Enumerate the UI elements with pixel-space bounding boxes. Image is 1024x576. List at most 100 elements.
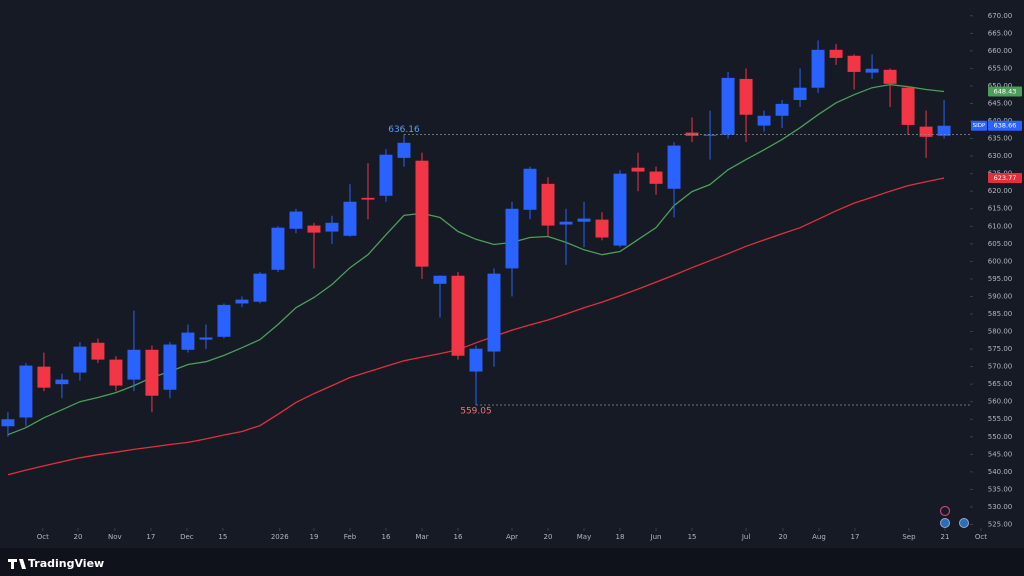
candle-body <box>469 348 483 372</box>
last-price-tag: 638.66 <box>994 122 1017 130</box>
event-icon[interactable] <box>959 518 969 528</box>
candle-body <box>307 225 321 233</box>
x-tick-label: 20 <box>778 533 787 541</box>
candle-body <box>235 299 249 304</box>
candle-body <box>811 49 825 88</box>
candle-body <box>145 349 159 396</box>
candle-body <box>325 222 339 232</box>
x-tick-label: 16 <box>382 533 391 541</box>
y-tick-label: 670.00 <box>988 12 1013 20</box>
event-icon[interactable] <box>940 518 950 528</box>
y-tick-label: 620.00 <box>988 187 1013 195</box>
candle-body <box>865 68 879 73</box>
candle-body <box>613 173 627 246</box>
high-label: 636.16 <box>388 125 420 135</box>
y-tick-label: 600.00 <box>988 257 1013 265</box>
x-tick-label: Sep <box>902 533 916 541</box>
x-tick-label: Oct <box>37 533 49 541</box>
y-tick-label: 580.00 <box>988 328 1013 336</box>
candle-body <box>703 134 717 136</box>
x-tick-label: Apr <box>506 533 518 541</box>
candle-body <box>253 273 267 302</box>
candle-body <box>91 342 105 360</box>
candle-body <box>163 344 177 390</box>
x-tick-label: Feb <box>344 533 357 541</box>
footer-bar <box>0 548 1024 576</box>
line-price-tag: 648.43 <box>994 87 1017 95</box>
y-tick-label: 655.00 <box>988 64 1013 72</box>
x-tick-label: Dec <box>180 533 194 541</box>
candle-body <box>937 125 951 136</box>
brand-logo: TradingView <box>8 557 104 570</box>
x-tick-label: 21 <box>941 533 950 541</box>
x-tick-label: 17 <box>146 533 155 541</box>
candle-body <box>631 167 645 172</box>
y-tick-label: 595.00 <box>988 275 1013 283</box>
y-tick-label: 585.00 <box>988 310 1013 318</box>
y-tick-label: 605.00 <box>988 240 1013 248</box>
candle-body <box>649 171 663 184</box>
x-tick-label: Nov <box>108 533 122 541</box>
candle-body <box>361 197 375 200</box>
x-tick-label: 20 <box>544 533 553 541</box>
candle-body <box>739 78 753 115</box>
low-label: 559.05 <box>460 407 492 417</box>
candle-body <box>919 126 933 137</box>
y-tick-label: 635.00 <box>988 135 1013 143</box>
y-tick-label: 610.00 <box>988 222 1013 230</box>
y-tick-label: 575.00 <box>988 345 1013 353</box>
candle-body <box>559 221 573 225</box>
y-tick-label: 555.00 <box>988 415 1013 423</box>
last-price-tag-bg <box>988 120 1022 131</box>
x-tick-label: Mar <box>415 533 428 541</box>
x-tick-label: May <box>577 533 591 541</box>
y-tick-label: 590.00 <box>988 292 1013 300</box>
y-tick-label: 525.00 <box>988 520 1013 528</box>
y-tick-label: 560.00 <box>988 398 1013 406</box>
candle-body <box>775 103 789 116</box>
candle-body <box>343 201 357 236</box>
line-price-tag-bg <box>988 172 1022 183</box>
y-tick-label: 550.00 <box>988 433 1013 441</box>
candle-body <box>37 366 51 388</box>
candle-body <box>289 211 303 229</box>
candle-body <box>793 87 807 100</box>
candle-body <box>595 219 609 238</box>
brand-name: TradingView <box>28 557 104 570</box>
y-tick-label: 545.00 <box>988 450 1013 458</box>
y-tick-label: 665.00 <box>988 29 1013 37</box>
bottom-icons <box>939 505 969 528</box>
candle-body <box>901 87 915 125</box>
x-tick-label: Jul <box>741 533 751 541</box>
candle-body <box>829 49 843 58</box>
brand-icon <box>8 559 26 569</box>
candle-body <box>181 332 195 350</box>
x-tick-label: 2026 <box>271 533 289 541</box>
y-tick-label: 615.00 <box>988 205 1013 213</box>
x-tick-label: 19 <box>310 533 319 541</box>
x-tick-label: 18 <box>616 533 625 541</box>
candle-body <box>721 77 735 135</box>
candle-body <box>847 55 861 72</box>
candle-body <box>487 273 501 352</box>
candle-body <box>217 304 231 337</box>
candle-body <box>757 115 771 126</box>
candle-body <box>73 346 87 373</box>
moving-average-line <box>7 177 945 476</box>
event-icon[interactable] <box>939 505 951 517</box>
y-tick-label: 630.00 <box>988 152 1013 160</box>
candle-body <box>379 154 393 196</box>
x-tick-label: Oct <box>975 533 987 541</box>
candle-body <box>523 168 537 210</box>
y-tick-label: 540.00 <box>988 468 1013 476</box>
candle-body <box>271 227 285 270</box>
candle-body <box>667 145 681 189</box>
candle-body <box>397 142 411 158</box>
y-tick-label: 565.00 <box>988 380 1013 388</box>
x-tick-label: Jun <box>650 533 662 541</box>
candle-body <box>109 359 123 386</box>
candle-body <box>577 218 591 222</box>
symbol-tag-bg <box>971 120 987 131</box>
line-price-tag-bg <box>988 86 1022 97</box>
